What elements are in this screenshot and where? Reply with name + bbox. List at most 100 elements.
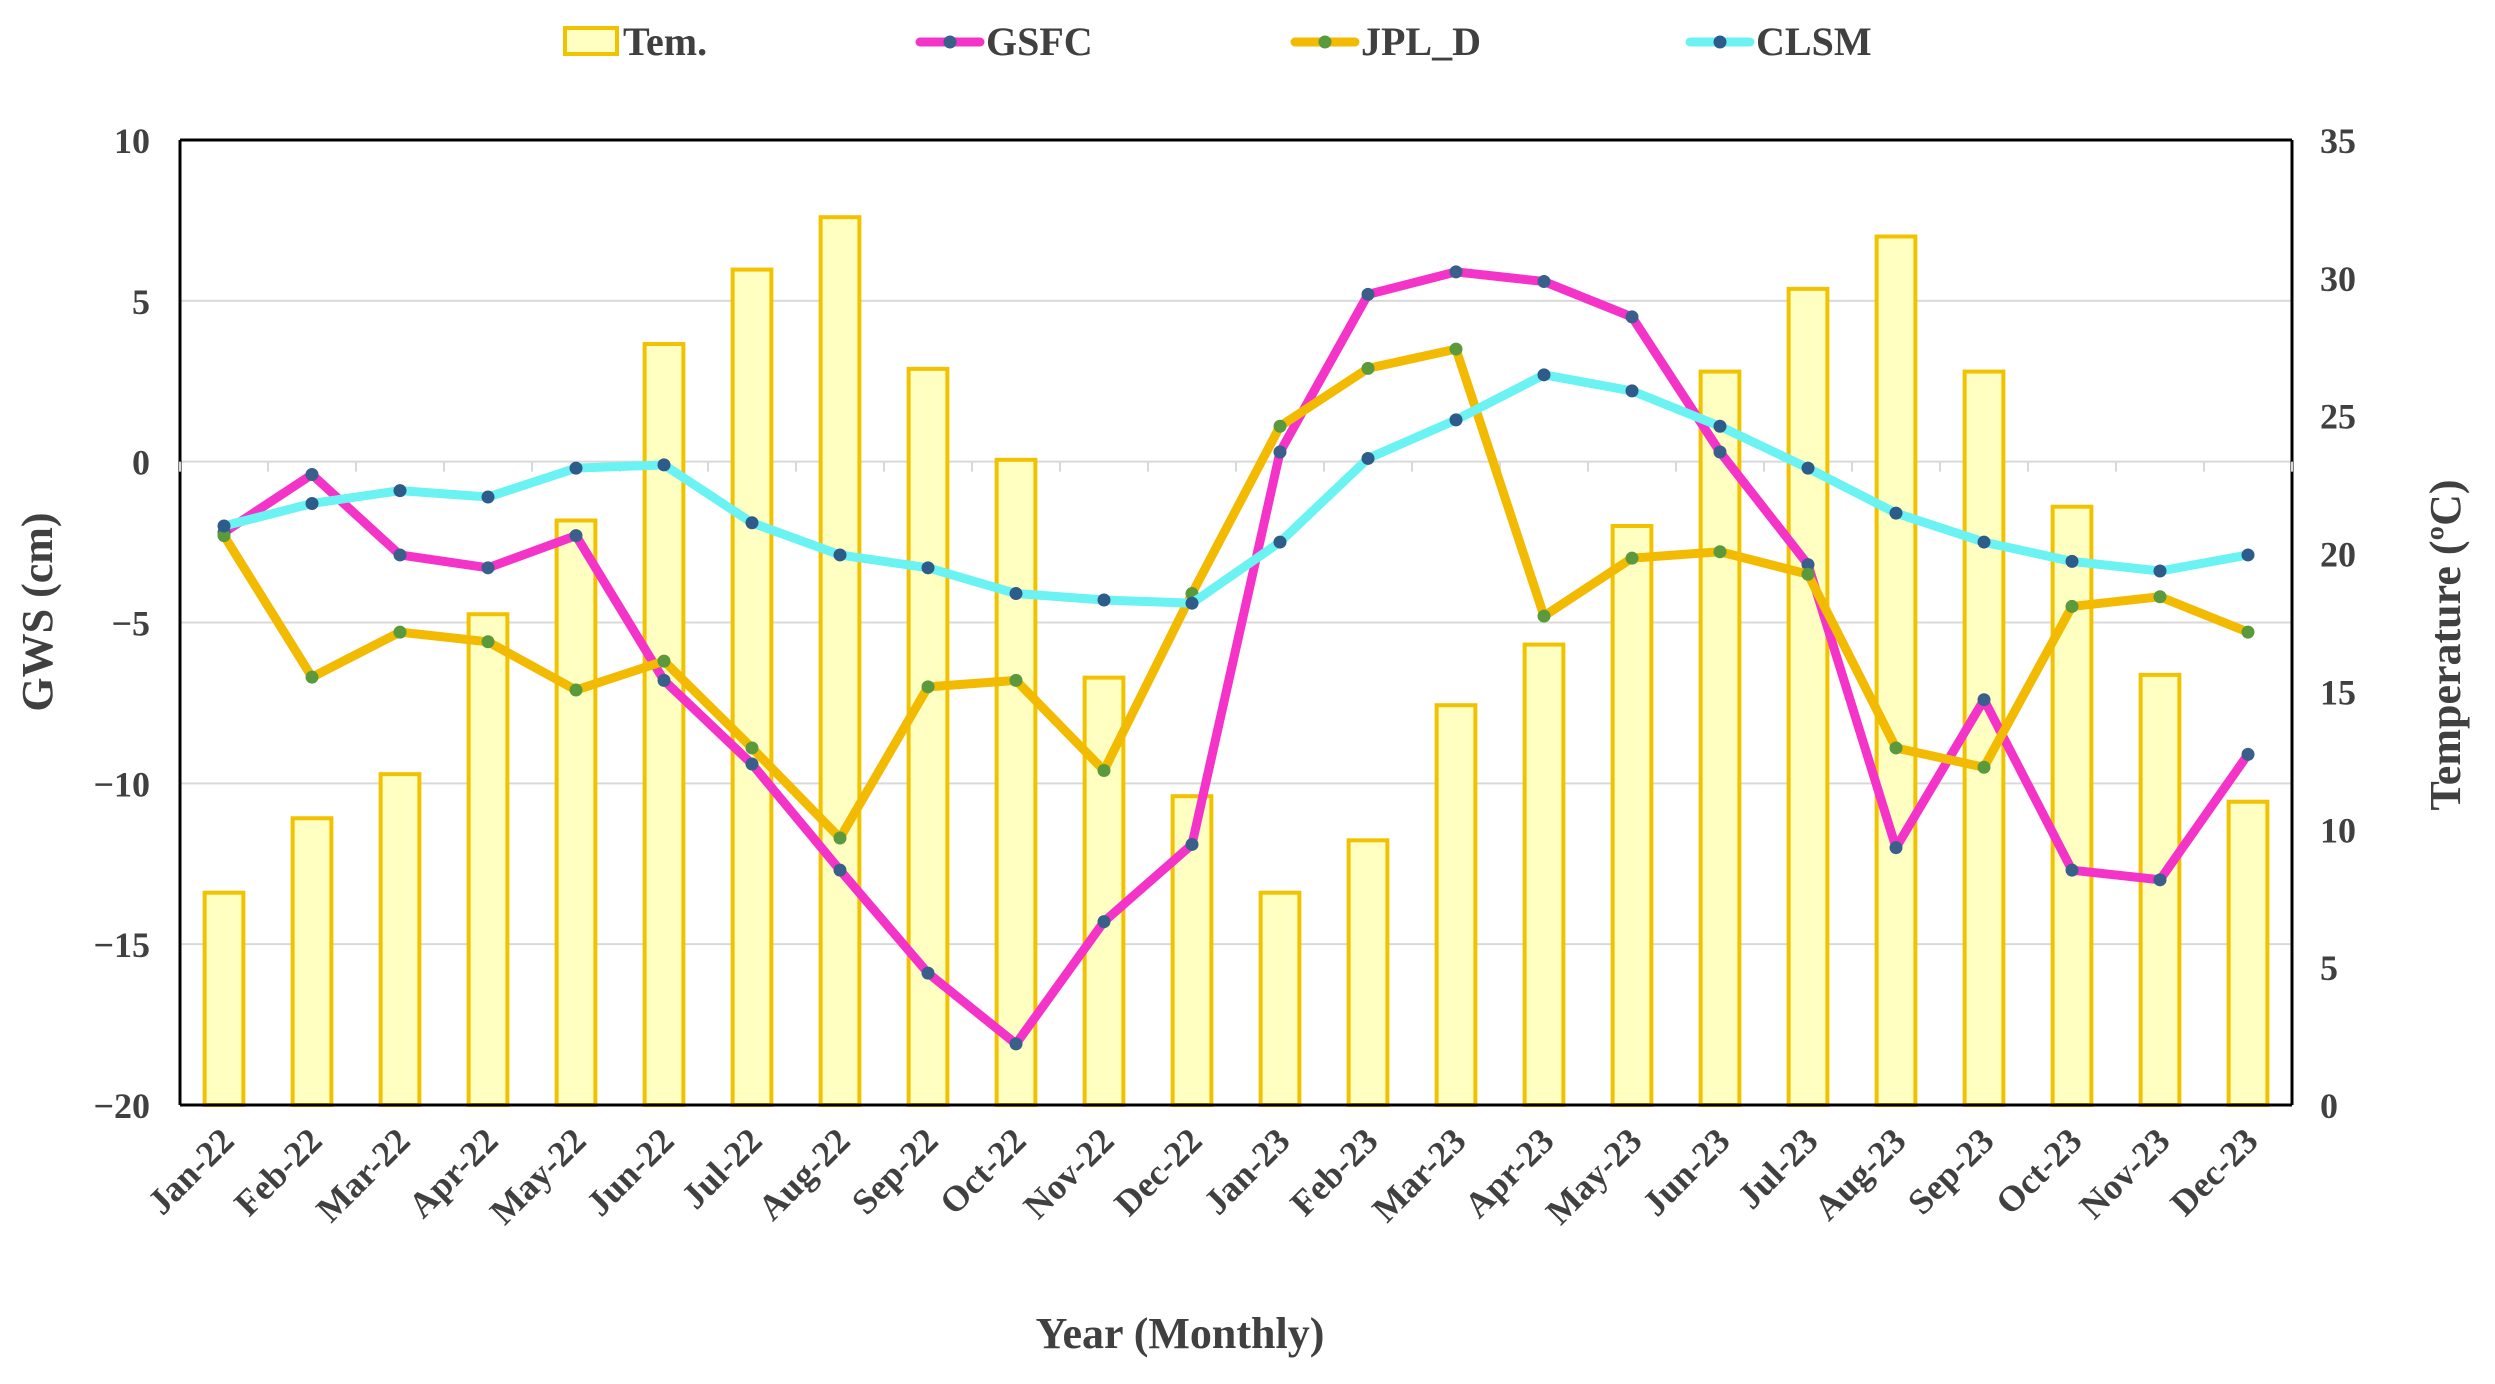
x-tick-label: Jun-22: [578, 1120, 681, 1223]
series-point-jpl_d: [1273, 419, 1287, 433]
x-tick-label: Jan-22: [140, 1120, 242, 1222]
series-point-clsm: [2153, 564, 2167, 578]
series-point-clsm: [921, 561, 935, 575]
series-point-jpl_d: [305, 670, 319, 684]
series-point-gsfc: [2153, 873, 2167, 887]
x-tick-label: Jan-23: [1196, 1120, 1298, 1222]
x-tick-label: Oct-22: [932, 1120, 1034, 1222]
tick-labels: −20−15−10−5051005101520253035Jan-22Feb-2…: [93, 121, 2356, 1232]
series-point-clsm: [305, 496, 319, 510]
y2-tick-label: 5: [2320, 948, 2338, 988]
temperature-bar: [994, 457, 1038, 1108]
y2-tick-label: 15: [2320, 672, 2356, 712]
series-point-gsfc: [1449, 265, 1463, 279]
legend-label-jpl_d: JPL_D: [1361, 19, 1481, 64]
series-point-clsm: [393, 484, 407, 498]
series-point-gsfc: [1537, 275, 1551, 289]
series-line-gsfc: [219, 267, 2253, 1049]
series-point-clsm: [657, 458, 671, 472]
series-point-jpl_d: [2241, 625, 2255, 639]
temperature-bar: [2050, 504, 2094, 1107]
temperature-bar: [1786, 286, 1830, 1107]
y2-tick-label: 25: [2320, 397, 2356, 437]
series-point-gsfc: [305, 468, 319, 482]
series-line-jpl_d: [219, 344, 2253, 843]
series-point-clsm: [1097, 593, 1111, 607]
legend: Tem. GSFC JPL_D CLSM: [563, 19, 1872, 64]
temperature-bar: [202, 890, 246, 1108]
series-point-jpl_d: [1361, 361, 1375, 375]
temperature-bar: [906, 366, 950, 1108]
legend-marker-jpl_d: [1318, 35, 1332, 49]
legend-marker-clsm: [1713, 35, 1727, 49]
axes: [178, 138, 2294, 1107]
series-point-jpl_d: [1625, 551, 1639, 565]
x-tick-label: Aug-22: [750, 1120, 857, 1227]
x-tick-label: Sep-22: [844, 1120, 946, 1222]
y-tick-label: 0: [132, 443, 150, 483]
x-tick-label: Dec-22: [1106, 1120, 1209, 1223]
x-tick-label: Sep-23: [1900, 1120, 2002, 1222]
legend-label-gsfc: GSFC: [986, 19, 1093, 64]
series-point-clsm: [1625, 384, 1639, 398]
series-point-jpl_d: [2153, 590, 2167, 604]
series-point-clsm: [745, 516, 759, 530]
series-point-clsm: [217, 519, 231, 533]
series-point-gsfc: [393, 548, 407, 562]
temperature-bar: [730, 267, 774, 1108]
series-point-gsfc: [481, 561, 495, 575]
series-point-clsm: [1801, 461, 1815, 475]
series-point-gsfc: [1009, 1037, 1023, 1051]
series-point-jpl_d: [393, 625, 407, 639]
series-point-gsfc: [1273, 445, 1287, 459]
legend-label-tem: Tem.: [623, 19, 707, 64]
temperature-bar: [1258, 890, 1302, 1108]
temperature-bar: [2226, 799, 2270, 1107]
x-tick-label: Dec-23: [2162, 1120, 2265, 1223]
y2-tick-label: 10: [2320, 810, 2356, 850]
temperature-bar: [642, 342, 686, 1107]
series-point-jpl_d: [2065, 599, 2079, 613]
legend-swatch-tem: [563, 26, 619, 56]
temperature-bar: [1698, 369, 1742, 1108]
x-tick-label: Aug-23: [1806, 1120, 1913, 1227]
series-point-jpl_d: [217, 529, 231, 543]
series-point-jpl_d: [1009, 673, 1023, 687]
series-lines: [217, 265, 2255, 1051]
temperature-bar: [290, 816, 334, 1107]
series-point-clsm: [1977, 535, 1991, 549]
y2-axis-title: Temperature (ºC): [2421, 479, 2470, 810]
x-tick-label: May-22: [482, 1120, 594, 1232]
y-tick-label: −20: [93, 1086, 150, 1126]
series-point-clsm: [1185, 596, 1199, 610]
x-tick-label: Jun-23: [1634, 1120, 1737, 1223]
x-tick-label: Nov-23: [2072, 1120, 2178, 1226]
series-point-jpl_d: [833, 831, 847, 845]
series-point-clsm: [1713, 419, 1727, 433]
series-point-jpl_d: [569, 683, 583, 697]
series-point-gsfc: [921, 966, 935, 980]
y-tick-label: 5: [132, 282, 150, 322]
series-point-clsm: [833, 548, 847, 562]
series-point-clsm: [1361, 451, 1375, 465]
x-tick-label: Mar-22: [308, 1120, 417, 1229]
series-point-clsm: [1537, 368, 1551, 382]
x-tick-label: Oct-23: [1988, 1120, 2090, 1222]
series-point-jpl_d: [1537, 609, 1551, 623]
series-point-gsfc: [2065, 863, 2079, 877]
temperature-bar: [1434, 703, 1478, 1107]
legend-marker-gsfc: [943, 35, 957, 49]
series-point-jpl_d: [1449, 342, 1463, 356]
series-point-clsm: [2065, 554, 2079, 568]
series-point-clsm: [481, 490, 495, 504]
series-line-clsm: [219, 370, 2253, 608]
series-point-jpl_d: [1889, 741, 1903, 755]
legend-label-clsm: CLSM: [1756, 19, 1872, 64]
series-point-gsfc: [1889, 841, 1903, 855]
temperature-bar: [1610, 524, 1654, 1107]
temperature-bar: [818, 215, 862, 1107]
x-tick-label: Mar-23: [1364, 1120, 1473, 1229]
series-point-gsfc: [2241, 747, 2255, 761]
